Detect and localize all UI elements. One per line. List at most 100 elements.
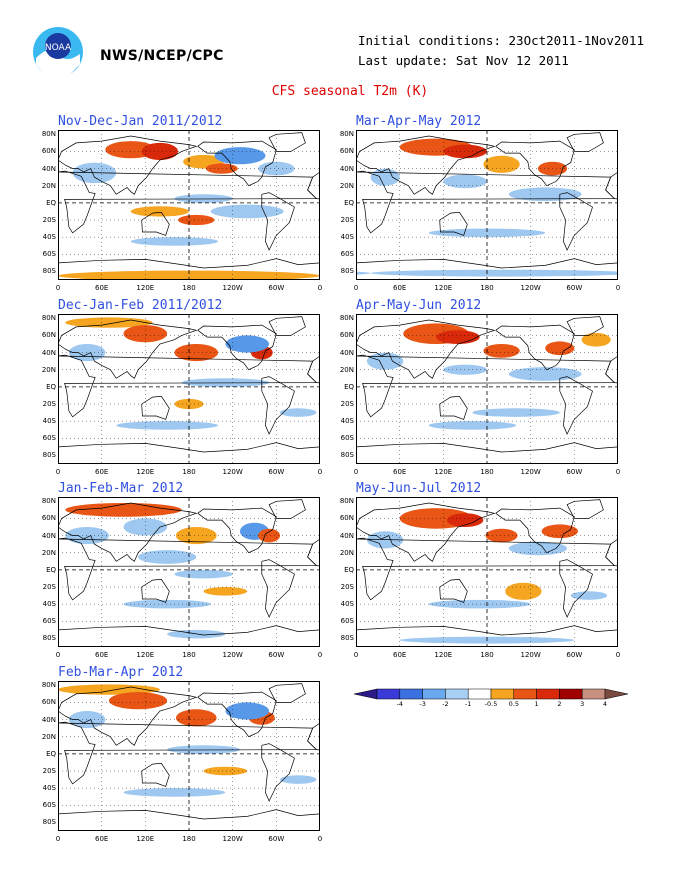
lon-label: 0: [615, 284, 621, 292]
map-frame: [58, 681, 320, 831]
lat-label: 20S: [340, 216, 354, 224]
lon-label: 180: [182, 284, 196, 292]
lon-label: 120E: [136, 835, 155, 843]
anomaly-patch: [108, 692, 168, 710]
lat-label: EQ: [46, 749, 56, 758]
anomaly-patch: [141, 142, 179, 160]
anomaly-patch: [58, 684, 160, 695]
coastline: [197, 507, 277, 554]
anomaly-patch: [505, 582, 542, 600]
lon-label: 0: [317, 835, 323, 843]
lat-label: 40N: [41, 348, 56, 357]
lat-label: 60S: [42, 250, 56, 259]
lon-label: 120E: [136, 651, 155, 659]
coastline: [261, 192, 295, 251]
coastline: [559, 559, 593, 618]
lon-label: 60W: [268, 651, 285, 659]
lat-label: 20N: [339, 181, 354, 190]
lon-label: 60E: [94, 468, 109, 476]
lat-label: EQ: [344, 198, 354, 207]
lon-label: 180: [480, 651, 494, 659]
anomaly-patch: [508, 541, 568, 556]
lon-label: 0: [353, 284, 359, 292]
lon-label: 120W: [222, 284, 243, 292]
lon-label: 180: [480, 468, 494, 476]
lon-label: 60W: [268, 284, 285, 292]
lat-label: 40S: [42, 417, 56, 426]
coastline: [307, 722, 320, 751]
lat-label: 60N: [339, 331, 354, 340]
lat-label: 20N: [41, 548, 56, 557]
lat-label: 20N: [339, 548, 354, 557]
lon-label: 120W: [520, 284, 541, 292]
colorbar-segment: [536, 688, 560, 700]
coastline: [58, 258, 320, 269]
coastline: [439, 395, 468, 420]
coastline: [307, 355, 320, 384]
lat-label: 60S: [340, 250, 354, 259]
lon-label: 120W: [222, 468, 243, 476]
lat-label: EQ: [46, 382, 56, 391]
lon-label: 60E: [94, 284, 109, 292]
lat-label: 40N: [41, 531, 56, 540]
panel-title: Mar-Apr-May 2012: [356, 114, 482, 129]
lat-label: 60N: [41, 698, 56, 707]
lat-label: 60S: [340, 434, 354, 443]
lat-label: 20S: [340, 583, 354, 591]
anomaly-patch: [123, 599, 211, 609]
lon-label: 60E: [392, 651, 407, 659]
colorbar-segment: [559, 688, 583, 700]
anomaly-patch: [225, 702, 270, 720]
lat-label: EQ: [46, 198, 56, 207]
anomaly-patch: [428, 421, 517, 430]
anomaly-patch: [443, 144, 487, 159]
panel-title: Dec-Jan-Feb 2011/2012: [58, 298, 223, 313]
lat-label: 60S: [42, 434, 56, 443]
lat-label: 40S: [42, 233, 56, 242]
coastline: [356, 258, 618, 269]
anomaly-patch: [443, 174, 487, 189]
lat-label: 80N: [41, 681, 56, 690]
color-scale: [353, 688, 629, 700]
lat-label: 80N: [339, 130, 354, 139]
coastline: [495, 507, 575, 554]
lon-label: 60W: [566, 651, 583, 659]
anomaly-patch: [138, 550, 197, 564]
coastline: [261, 559, 295, 618]
coastline: [197, 140, 277, 187]
lon-label: 60W: [566, 468, 583, 476]
anomaly-patch: [203, 587, 248, 596]
map-frame: [58, 314, 320, 464]
lon-label: 120W: [222, 651, 243, 659]
lat-label: 20S: [42, 767, 56, 775]
coastline: [307, 171, 320, 200]
anomaly-map: [58, 497, 320, 647]
anomaly-patch: [175, 527, 217, 545]
anomaly-patch: [178, 214, 215, 226]
lat-label: EQ: [344, 565, 354, 574]
lat-label: 80N: [41, 497, 56, 506]
anomaly-patch: [508, 187, 582, 202]
panel-title: Jan-Feb-Mar 2012: [58, 481, 184, 496]
anomaly-map: [58, 130, 320, 280]
lat-label: 60N: [339, 147, 354, 156]
coastline: [141, 395, 170, 420]
lat-label: 80S: [340, 634, 354, 643]
lat-label: 60N: [41, 147, 56, 156]
lat-label: 80N: [339, 497, 354, 506]
map-frame: [58, 497, 320, 647]
coastline: [261, 743, 295, 802]
anomaly-patch: [258, 161, 295, 176]
last-update: Last update: Sat Nov 12 2011: [358, 53, 569, 68]
coastline: [58, 809, 320, 820]
coastline: [261, 376, 295, 435]
lon-label: 0: [353, 651, 359, 659]
anomaly-patch: [123, 788, 226, 797]
colorbar-arrow-left: [353, 688, 378, 700]
lon-label: 180: [182, 835, 196, 843]
lat-label: 20S: [42, 400, 56, 408]
colorbar-tick: 2: [557, 700, 562, 708]
anomaly-patch: [130, 206, 189, 217]
coastline: [559, 192, 593, 251]
lon-label: 0: [55, 468, 61, 476]
